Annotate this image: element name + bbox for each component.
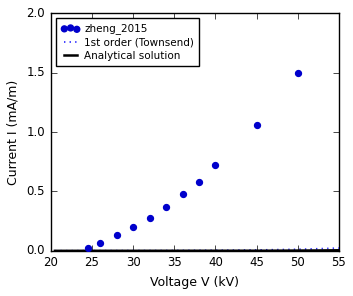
1st order (Townsend) — [168, 249, 172, 252]
Analytical solution — [168, 249, 172, 252]
zheng_2015 — [254, 123, 259, 127]
X-axis label: Voltage V (kV): Voltage V (kV) — [150, 276, 239, 289]
zheng_2015 — [196, 180, 202, 184]
1st order (Townsend) — [337, 246, 341, 250]
Legend: zheng_2015, 1st order (Townsend), Analytical solution: zheng_2015, 1st order (Townsend), Analyt… — [56, 18, 199, 66]
zheng_2015 — [97, 240, 103, 245]
zheng_2015 — [130, 225, 136, 229]
Line: 1st order (Townsend): 1st order (Townsend) — [55, 248, 339, 251]
Analytical solution — [280, 249, 284, 252]
Analytical solution — [274, 249, 279, 252]
zheng_2015 — [295, 70, 301, 75]
zheng_2015 — [114, 233, 119, 238]
1st order (Townsend) — [82, 249, 86, 252]
Analytical solution — [53, 249, 57, 252]
1st order (Townsend) — [53, 249, 57, 252]
Analytical solution — [248, 249, 252, 252]
Analytical solution — [178, 249, 182, 252]
1st order (Townsend) — [280, 248, 284, 251]
zheng_2015 — [85, 246, 91, 251]
Y-axis label: Current I (mA/m): Current I (mA/m) — [7, 79, 20, 185]
Analytical solution — [82, 249, 86, 252]
zheng_2015 — [163, 205, 169, 209]
1st order (Townsend) — [274, 248, 279, 252]
Line: Analytical solution: Analytical solution — [55, 250, 339, 251]
zheng_2015 — [147, 215, 152, 220]
Analytical solution — [337, 249, 341, 252]
zheng_2015 — [213, 163, 218, 168]
1st order (Townsend) — [248, 248, 252, 252]
zheng_2015 — [180, 192, 185, 196]
1st order (Townsend) — [178, 249, 182, 252]
